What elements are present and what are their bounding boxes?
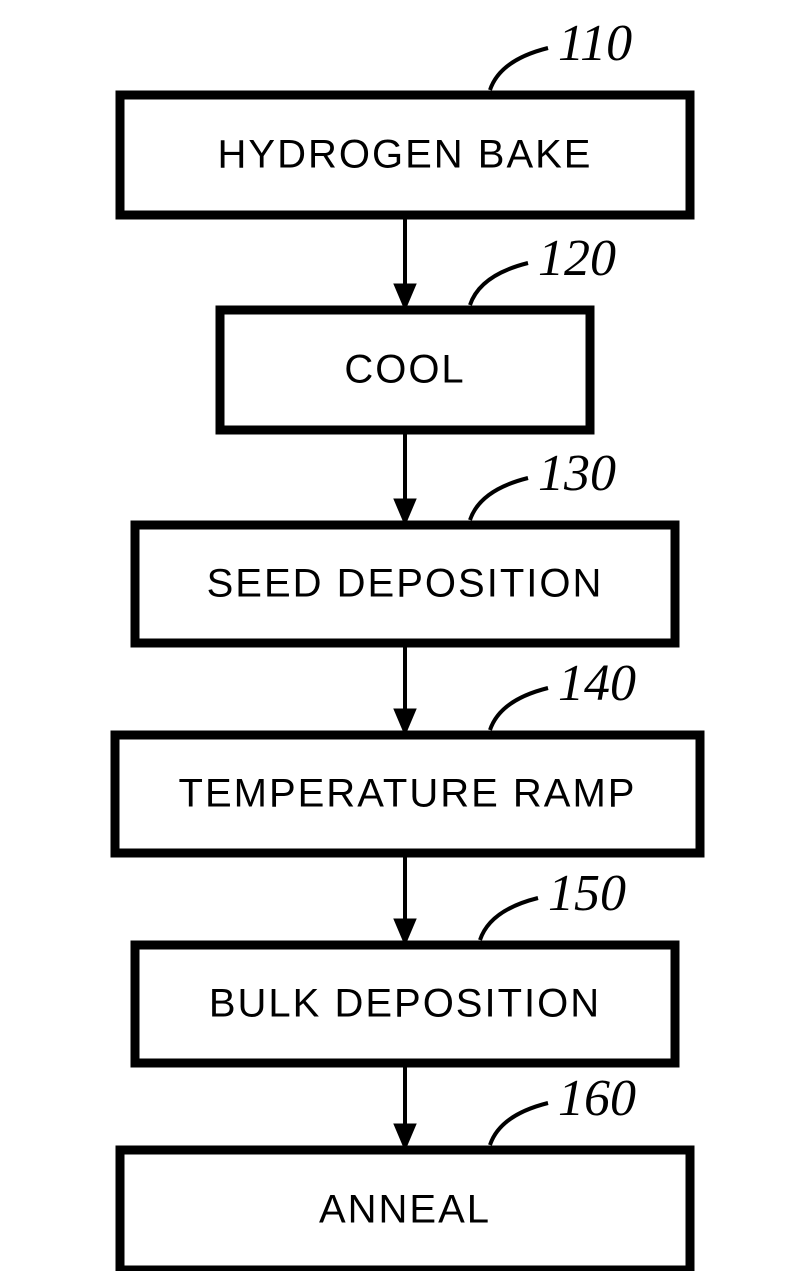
reference-numeral: 120	[538, 230, 616, 287]
process-box-label: HYDROGEN BAKE	[218, 133, 593, 177]
process-box-label: SEED DEPOSITION	[207, 562, 604, 606]
process-box-label: BULK DEPOSITION	[209, 982, 601, 1026]
process-box-label: TEMPERATURE RAMP	[179, 772, 637, 816]
reference-numeral: 150	[548, 865, 626, 922]
reference-numeral: 140	[558, 655, 636, 712]
process-box-label: COOL	[344, 348, 465, 392]
reference-numeral: 130	[538, 445, 616, 502]
process-box-label: ANNEAL	[319, 1188, 491, 1232]
reference-numeral: 110	[558, 15, 632, 72]
reference-numeral: 160	[558, 1070, 636, 1127]
flowchart-diagram: HYDROGEN BAKE 110 COOL 120 SEED DEPOSITION 13…	[0, 0, 811, 1271]
